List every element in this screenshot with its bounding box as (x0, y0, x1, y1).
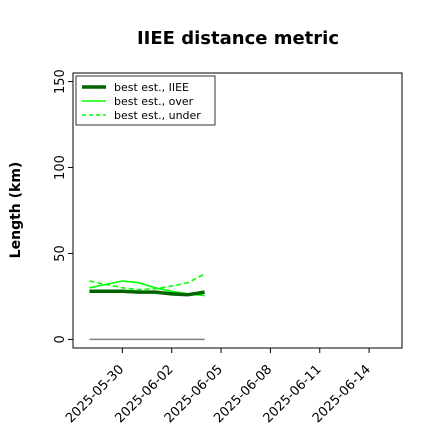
plot-frame (72, 72, 403, 349)
y-tick-label-1: 50 (53, 245, 68, 262)
series-line-2 (89, 273, 205, 291)
series-line-0 (89, 289, 205, 297)
y-tick-label-0: 0 (53, 335, 68, 343)
legend-label-0: best est., IIEE (114, 81, 189, 94)
y-tick-label-3: 150 (53, 69, 68, 94)
chart-title: IIEE distance metric (137, 28, 339, 49)
plot-area (89, 273, 205, 341)
legend-label-1: best est., over (114, 95, 194, 108)
y-axis-label: Length (km) (8, 162, 24, 259)
y-tick-label-2: 100 (53, 155, 68, 180)
legend-label-2: best est., under (114, 109, 201, 122)
